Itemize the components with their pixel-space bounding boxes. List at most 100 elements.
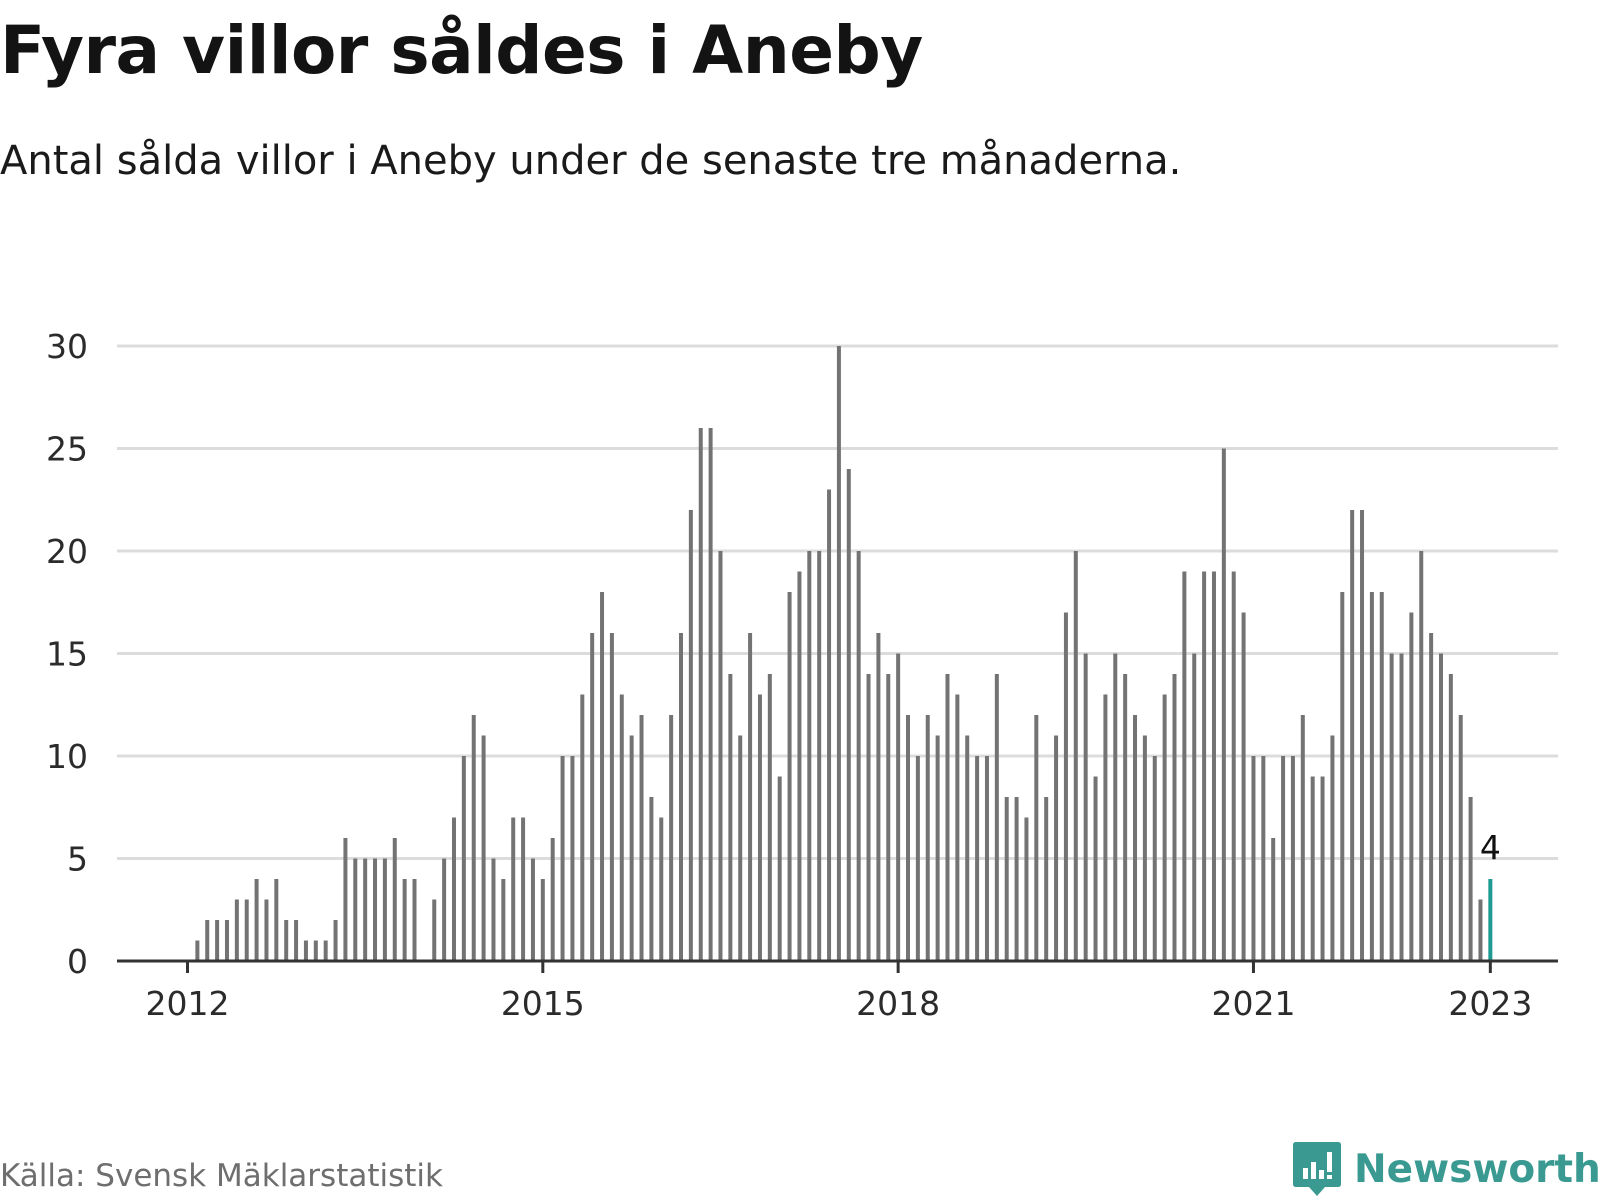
bar bbox=[945, 674, 950, 961]
bar bbox=[392, 838, 397, 961]
bar bbox=[313, 940, 318, 961]
x-axis-labels: 2012 2015 2018 2021 2023 bbox=[146, 984, 1533, 1023]
bar bbox=[1340, 592, 1345, 961]
bar bbox=[215, 920, 220, 961]
bar bbox=[609, 633, 614, 961]
bars bbox=[195, 346, 1493, 961]
highlight-value-label: 4 bbox=[1480, 828, 1501, 867]
bar bbox=[827, 489, 832, 961]
highlight-bar bbox=[1488, 879, 1493, 961]
bar bbox=[659, 817, 664, 961]
bar bbox=[1221, 448, 1226, 961]
bar bbox=[1113, 653, 1118, 961]
bar bbox=[1103, 694, 1108, 961]
bar bbox=[1162, 694, 1167, 961]
bar bbox=[669, 715, 674, 961]
bar bbox=[481, 735, 486, 961]
bar bbox=[955, 694, 960, 961]
y-tick-label: 25 bbox=[46, 430, 88, 469]
bar bbox=[1202, 571, 1207, 961]
brand-logo[interactable]: Newsworthy bbox=[1292, 1140, 1600, 1198]
chart-title: Fyra villor såldes i Aneby bbox=[0, 12, 923, 89]
bar bbox=[570, 756, 575, 961]
bar bbox=[1271, 838, 1276, 961]
bar bbox=[757, 694, 762, 961]
bar bbox=[807, 551, 812, 961]
x-tick-label: 2021 bbox=[1211, 984, 1295, 1023]
bar bbox=[1014, 797, 1019, 961]
bar bbox=[264, 899, 269, 961]
bar bbox=[1192, 653, 1197, 961]
bar bbox=[1290, 756, 1295, 961]
bar bbox=[748, 633, 753, 961]
y-tick-label: 15 bbox=[46, 635, 88, 674]
bar bbox=[521, 817, 526, 961]
bar bbox=[1073, 551, 1078, 961]
bar bbox=[373, 858, 378, 961]
bar bbox=[629, 735, 634, 961]
bar bbox=[767, 674, 772, 961]
bar bbox=[679, 633, 683, 961]
bar bbox=[698, 428, 703, 961]
bar bbox=[1172, 674, 1177, 961]
bar bbox=[1241, 612, 1246, 961]
bar bbox=[353, 858, 358, 961]
bar bbox=[1310, 776, 1315, 961]
bar bbox=[1044, 797, 1049, 961]
bar bbox=[1261, 756, 1266, 961]
bar bbox=[1251, 756, 1256, 961]
bar bbox=[1458, 715, 1463, 961]
bar bbox=[984, 756, 989, 961]
bar bbox=[501, 879, 506, 961]
bar bbox=[303, 940, 308, 961]
bar bbox=[975, 756, 980, 961]
bar bbox=[856, 551, 861, 961]
bar bbox=[461, 756, 466, 961]
bar bbox=[1478, 899, 1483, 961]
bar bbox=[254, 879, 259, 961]
bar bbox=[1320, 776, 1325, 961]
bar bbox=[323, 940, 328, 961]
bar bbox=[1142, 735, 1147, 961]
bar bbox=[688, 510, 693, 961]
bar bbox=[195, 940, 200, 961]
bar bbox=[1281, 756, 1286, 961]
bar bbox=[1350, 510, 1355, 961]
y-tick-label: 10 bbox=[46, 737, 88, 776]
bar bbox=[787, 592, 792, 961]
bar bbox=[876, 633, 881, 961]
bar bbox=[1330, 735, 1335, 961]
bar bbox=[540, 879, 545, 961]
bar bbox=[294, 920, 299, 961]
bar bbox=[1034, 715, 1039, 961]
bar bbox=[797, 571, 802, 961]
bar bbox=[600, 592, 605, 961]
y-axis-labels: 0 5 10 15 20 25 30 bbox=[46, 327, 88, 981]
bar bbox=[224, 920, 229, 961]
bar bbox=[1409, 612, 1414, 961]
bar bbox=[1360, 510, 1365, 961]
bar bbox=[244, 899, 249, 961]
bar bbox=[451, 817, 456, 961]
bar bbox=[649, 797, 654, 961]
bar bbox=[1379, 592, 1384, 961]
bar bbox=[639, 715, 644, 961]
bar bbox=[590, 633, 595, 961]
bar bbox=[205, 920, 210, 961]
bar bbox=[1419, 551, 1424, 961]
bar bbox=[925, 715, 930, 961]
bar bbox=[1231, 571, 1236, 961]
bar bbox=[1182, 571, 1187, 961]
newsworthy-logo-icon bbox=[1293, 1142, 1341, 1196]
bar bbox=[915, 756, 920, 961]
bar bbox=[1123, 674, 1128, 961]
x-tick-label: 2012 bbox=[146, 984, 230, 1023]
bar bbox=[896, 653, 901, 961]
bar bbox=[1152, 756, 1157, 961]
bar bbox=[1438, 653, 1443, 961]
bar bbox=[619, 694, 624, 961]
bar bbox=[284, 920, 289, 961]
bar bbox=[1093, 776, 1098, 961]
source-note: Källa: Svensk Mäklarstatistik bbox=[0, 1158, 443, 1194]
bar bbox=[274, 879, 279, 961]
